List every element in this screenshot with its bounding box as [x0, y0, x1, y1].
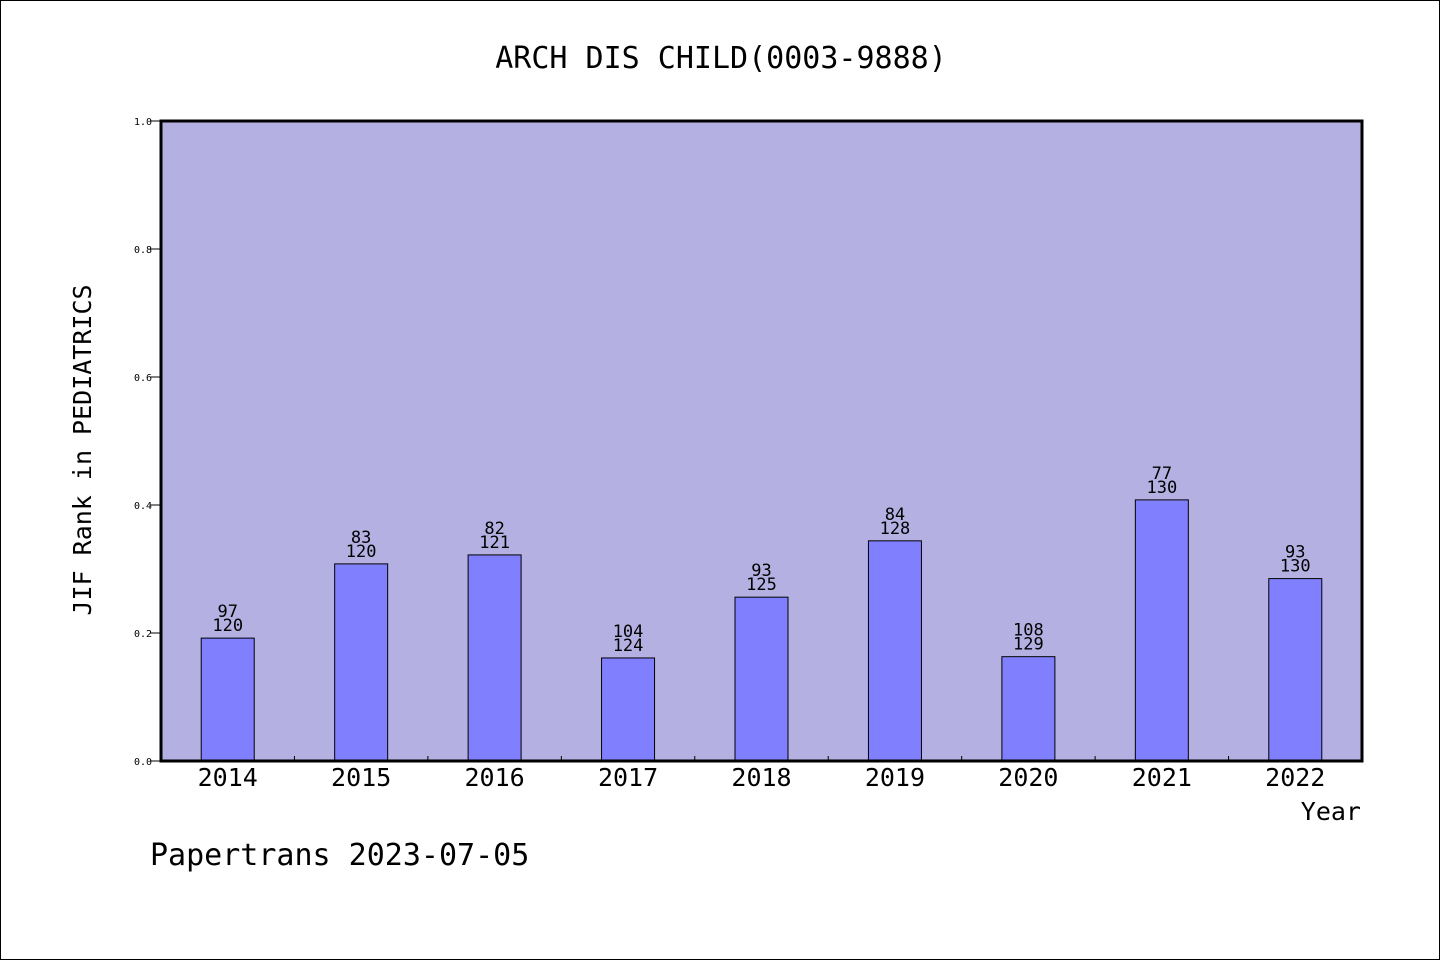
bar-total-label: 120	[346, 542, 377, 562]
bar-rank-label: 97	[217, 602, 237, 622]
bar-total-label: 128	[880, 519, 911, 539]
y-tick-label: 0.8	[134, 245, 152, 256]
x-tick-label: 2021	[1132, 763, 1192, 792]
x-tick-label: 2018	[731, 763, 791, 792]
chart-title: ARCH DIS CHILD(0003-9888)	[495, 41, 947, 76]
bar-total-label: 130	[1280, 557, 1311, 577]
bar-2022	[1268, 578, 1323, 762]
bar-rank-label: 84	[885, 505, 905, 525]
bar-rank-label: 77	[1152, 464, 1172, 484]
y-tick-label: 0.0	[134, 757, 152, 768]
bar-2016	[467, 554, 522, 762]
x-axis-label: Year	[1301, 797, 1361, 826]
bar-2021	[1134, 499, 1189, 762]
x-tick-label: 2017	[598, 763, 658, 792]
y-tick-label: 0.2	[134, 629, 152, 640]
x-tick-label: 2020	[998, 763, 1058, 792]
x-tick-label: 2019	[865, 763, 925, 792]
y-tick-label: 0.6	[134, 373, 152, 384]
bar-total-label: 130	[1146, 478, 1177, 498]
bar-total-label: 121	[479, 533, 510, 553]
bar-2017	[601, 657, 656, 762]
bar-rank-label: 104	[613, 622, 644, 642]
x-tick-label: 2022	[1265, 763, 1325, 792]
bar-2014	[200, 637, 255, 762]
y-tick-label: 0.4	[134, 501, 152, 512]
y-axis-label: JIF Rank in PEDIATRICS	[68, 284, 97, 615]
bar-rank-label: 108	[1013, 621, 1044, 641]
bar-rank-label: 82	[484, 519, 504, 539]
x-tick-label: 2015	[331, 763, 391, 792]
bar-total-label: 124	[613, 636, 644, 656]
x-tick-label: 2016	[465, 763, 525, 792]
bar-2020	[1001, 656, 1056, 762]
watermark-text: Papertrans 2023-07-05	[150, 838, 529, 873]
bar-total-label: 125	[746, 575, 777, 595]
bar-rank-label: 83	[351, 528, 371, 548]
bar-2015	[334, 563, 389, 762]
bar-total-label: 129	[1013, 635, 1044, 655]
bar-2019	[867, 540, 922, 762]
bar-total-label: 120	[212, 616, 243, 636]
bar-2018	[734, 596, 789, 762]
x-tick-label: 2014	[198, 763, 258, 792]
y-tick-label: 1.0	[134, 117, 152, 128]
bar-rank-label: 93	[751, 561, 771, 581]
plot-border	[159, 119, 1364, 763]
bar-rank-label: 93	[1285, 543, 1305, 563]
